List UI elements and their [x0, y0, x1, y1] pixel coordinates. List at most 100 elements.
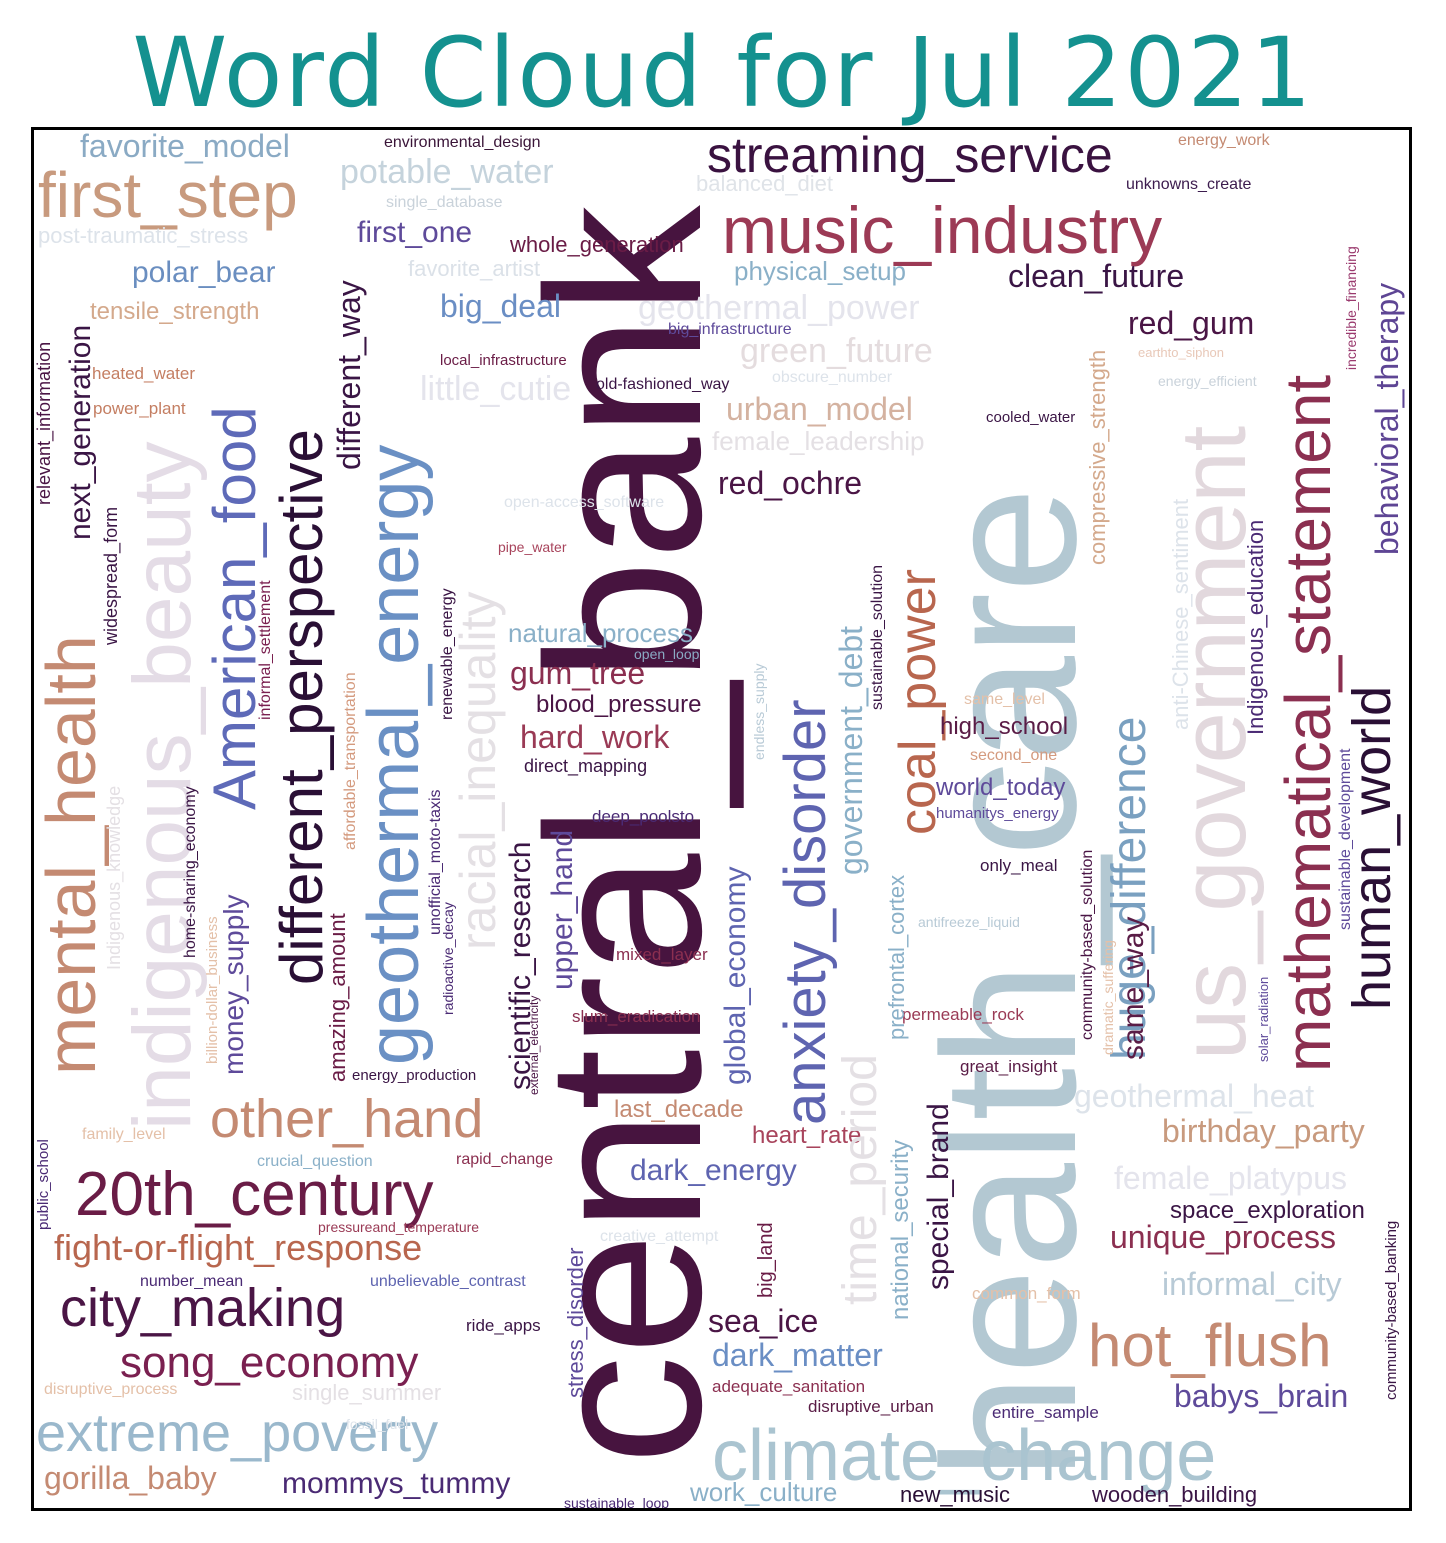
word-open-loop: open_loop	[634, 646, 700, 662]
word-different-way: different_way	[331, 280, 367, 470]
word-hot-flush: hot_flush	[1088, 1312, 1332, 1379]
word-unofficial-moto-taxis: unofficial_moto-taxis	[427, 789, 444, 935]
word-wooden-building: wooden_building	[1091, 1482, 1257, 1507]
word-world-today: world_today	[935, 774, 1065, 801]
word-humanitys-energy: humanitys_energy	[936, 805, 1059, 822]
word-dark-energy: dark_energy	[630, 1154, 797, 1187]
word-external-electricity: external_electricity	[527, 996, 541, 1095]
word-favorite-model: favorite_model	[80, 130, 290, 164]
word-human-world: human_world	[1342, 686, 1402, 1010]
word-ride-apps: ride_apps	[466, 1316, 541, 1335]
word-same-way: same_way	[1117, 917, 1150, 1060]
word-unbelievable-contrast: unbelievable_contrast	[370, 1273, 526, 1290]
word-dark-matter: dark_matter	[712, 1337, 883, 1373]
word-power-plant: power_plant	[93, 399, 186, 418]
word-new-music: new_music	[900, 1482, 1010, 1507]
word-polar-bear: polar_bear	[132, 256, 275, 289]
word-heart-rate: heart_rate	[752, 1122, 861, 1149]
word-female-leadership: female_leadership	[712, 426, 924, 456]
word-indigenous-knowledge: Indigenous_knowledge	[104, 786, 125, 970]
word-informal-city: informal_city	[1162, 1266, 1342, 1302]
word-whole-generation: whole_generation	[509, 232, 684, 257]
word-creative-attempt: creative_attempt	[600, 1228, 719, 1245]
word-clean-future: clean_future	[1008, 258, 1184, 294]
word-radioactive-decay: radioactive_decay	[440, 902, 456, 1015]
word-city-making: city_making	[60, 1278, 345, 1338]
word-physical-setup: physical_setup	[734, 256, 906, 286]
word-work-culture: work_culture	[689, 1477, 837, 1507]
word-rapid-change: rapid_change	[456, 1151, 553, 1168]
word-big-infrastructure: big_infrastructure	[668, 321, 792, 338]
word-behavioral-therapy: behavioral_therapy	[1369, 283, 1405, 555]
word-obscure-number: obscure_number	[772, 369, 893, 386]
word-green-future: green_future	[740, 332, 933, 370]
word-sustainable-solution: sustainable_solution	[869, 565, 886, 710]
word-us-government: us_government	[1163, 426, 1265, 1060]
word-high-school: high_school	[940, 713, 1068, 740]
word-urban-model: urban_model	[726, 391, 913, 427]
word-female-platypus: female_platypus	[1114, 1160, 1347, 1196]
word-compressive-strength: compressive_strength	[1085, 350, 1110, 565]
word-special-brand: special_brand	[922, 1103, 955, 1290]
word-indigenous-education: Indigenous_education	[1243, 520, 1268, 735]
word-anti-chinese-sentiment: anti-Chinese_sentiment	[1168, 499, 1193, 730]
word-single-summer: single_summer	[292, 1380, 441, 1405]
word-mommys-tummy: mommys_tummy	[282, 1467, 510, 1500]
word-scientific-research: scientific_research	[504, 842, 537, 1090]
word-disruptive-process: disruptive_process	[44, 1381, 177, 1398]
word-huge-difference: huge_difference	[1103, 717, 1156, 1060]
word-local-infrastructure: local_infrastructure	[440, 352, 567, 369]
word-time-period: time_period	[834, 1054, 887, 1305]
word-old-fashioned-way: old-fashioned_way	[596, 376, 729, 393]
word-cloud-frame: central_bank health_care music_industry str…	[31, 127, 1412, 1511]
word-sustainable-loop: sustainable_loop	[564, 1495, 669, 1508]
word-other-hand: other_hand	[210, 1089, 483, 1149]
word-different-perspective: different_perspective	[268, 429, 335, 985]
word-antifreeze-liquid: antifreeze_liquid	[918, 914, 1020, 930]
word-indigenous-beauty: indigenous_beauty	[117, 442, 208, 1130]
word-space-exploration: space_exploration	[1170, 1197, 1365, 1224]
word-community-based-banking: community-based_banking	[1383, 1221, 1400, 1400]
word-unknowns-create: unknowns_create	[1126, 176, 1252, 193]
word-disruptive-urban: disruptive_urban	[808, 1397, 934, 1416]
word-geothermal-energy: geothermal_energy	[354, 445, 434, 1065]
word-prefrontal-cortex: prefrontal_cortex	[884, 875, 909, 1040]
word-billion-dollar-business: billion-dollar_business	[204, 916, 221, 1064]
word-first-one: first_one	[357, 216, 472, 249]
word-widespread-form: widespread_form	[101, 507, 122, 646]
word-slum-eradication: slum_eradication	[572, 1007, 701, 1026]
word-home-sharing-economy: home-sharing_economy	[182, 786, 199, 958]
word-global-economy: global_economy	[719, 867, 752, 1085]
word-heated-water: heated_water	[92, 364, 195, 383]
word-open-access-software: open-access_software	[504, 494, 664, 511]
word-unique-process: unique_process	[1110, 1219, 1336, 1255]
word-stress-disorder: stress_disorder	[563, 1248, 588, 1398]
word-relevant-information: relevant_information	[34, 342, 55, 505]
word-great-insight: great_insight	[960, 1057, 1058, 1076]
word-next-generation: next_generation	[64, 325, 97, 540]
word-geothermal-power: geothermal_power	[638, 289, 920, 327]
word-sustainable-development: sustainable_development	[1337, 748, 1354, 930]
word-crucial-question: crucial_question	[257, 1153, 373, 1170]
chart-title: Word Cloud for Jul 2021	[132, 17, 1314, 129]
word-babys-brain: babys_brain	[1174, 1378, 1348, 1414]
word-first-step: first_step	[38, 159, 298, 231]
word-american-food: American_food	[201, 406, 268, 810]
word-only-meal: only_meal	[980, 856, 1058, 875]
word-mathematical-statement: mathematical_statement	[1272, 375, 1344, 1072]
word-little-cutie: little_cutie	[420, 370, 571, 408]
word-number-mean: number_mean	[140, 1273, 243, 1290]
word-gum-tree: gum_tree	[510, 655, 645, 691]
word-government-debt: government_debt	[833, 626, 869, 875]
word-fight-or-flight-response: fight-or-flight_response	[54, 1227, 422, 1268]
word-birthday-party: birthday_party	[1162, 1113, 1365, 1149]
word-tensile-strength: tensile_strength	[90, 298, 259, 325]
word-second-one: second_one	[970, 747, 1057, 764]
word-same-level: same_level	[964, 691, 1045, 708]
word-common-form: common_form	[972, 1284, 1081, 1303]
word-energy-production: energy_production	[352, 1067, 476, 1084]
word-last-decade: last_decade	[614, 1096, 743, 1123]
word-upper-hand: upper_hand	[546, 830, 579, 990]
word-earthto-siphon: earthto_siphon	[1138, 345, 1224, 360]
word-amazing-amount: amazing_amount	[325, 913, 350, 1082]
